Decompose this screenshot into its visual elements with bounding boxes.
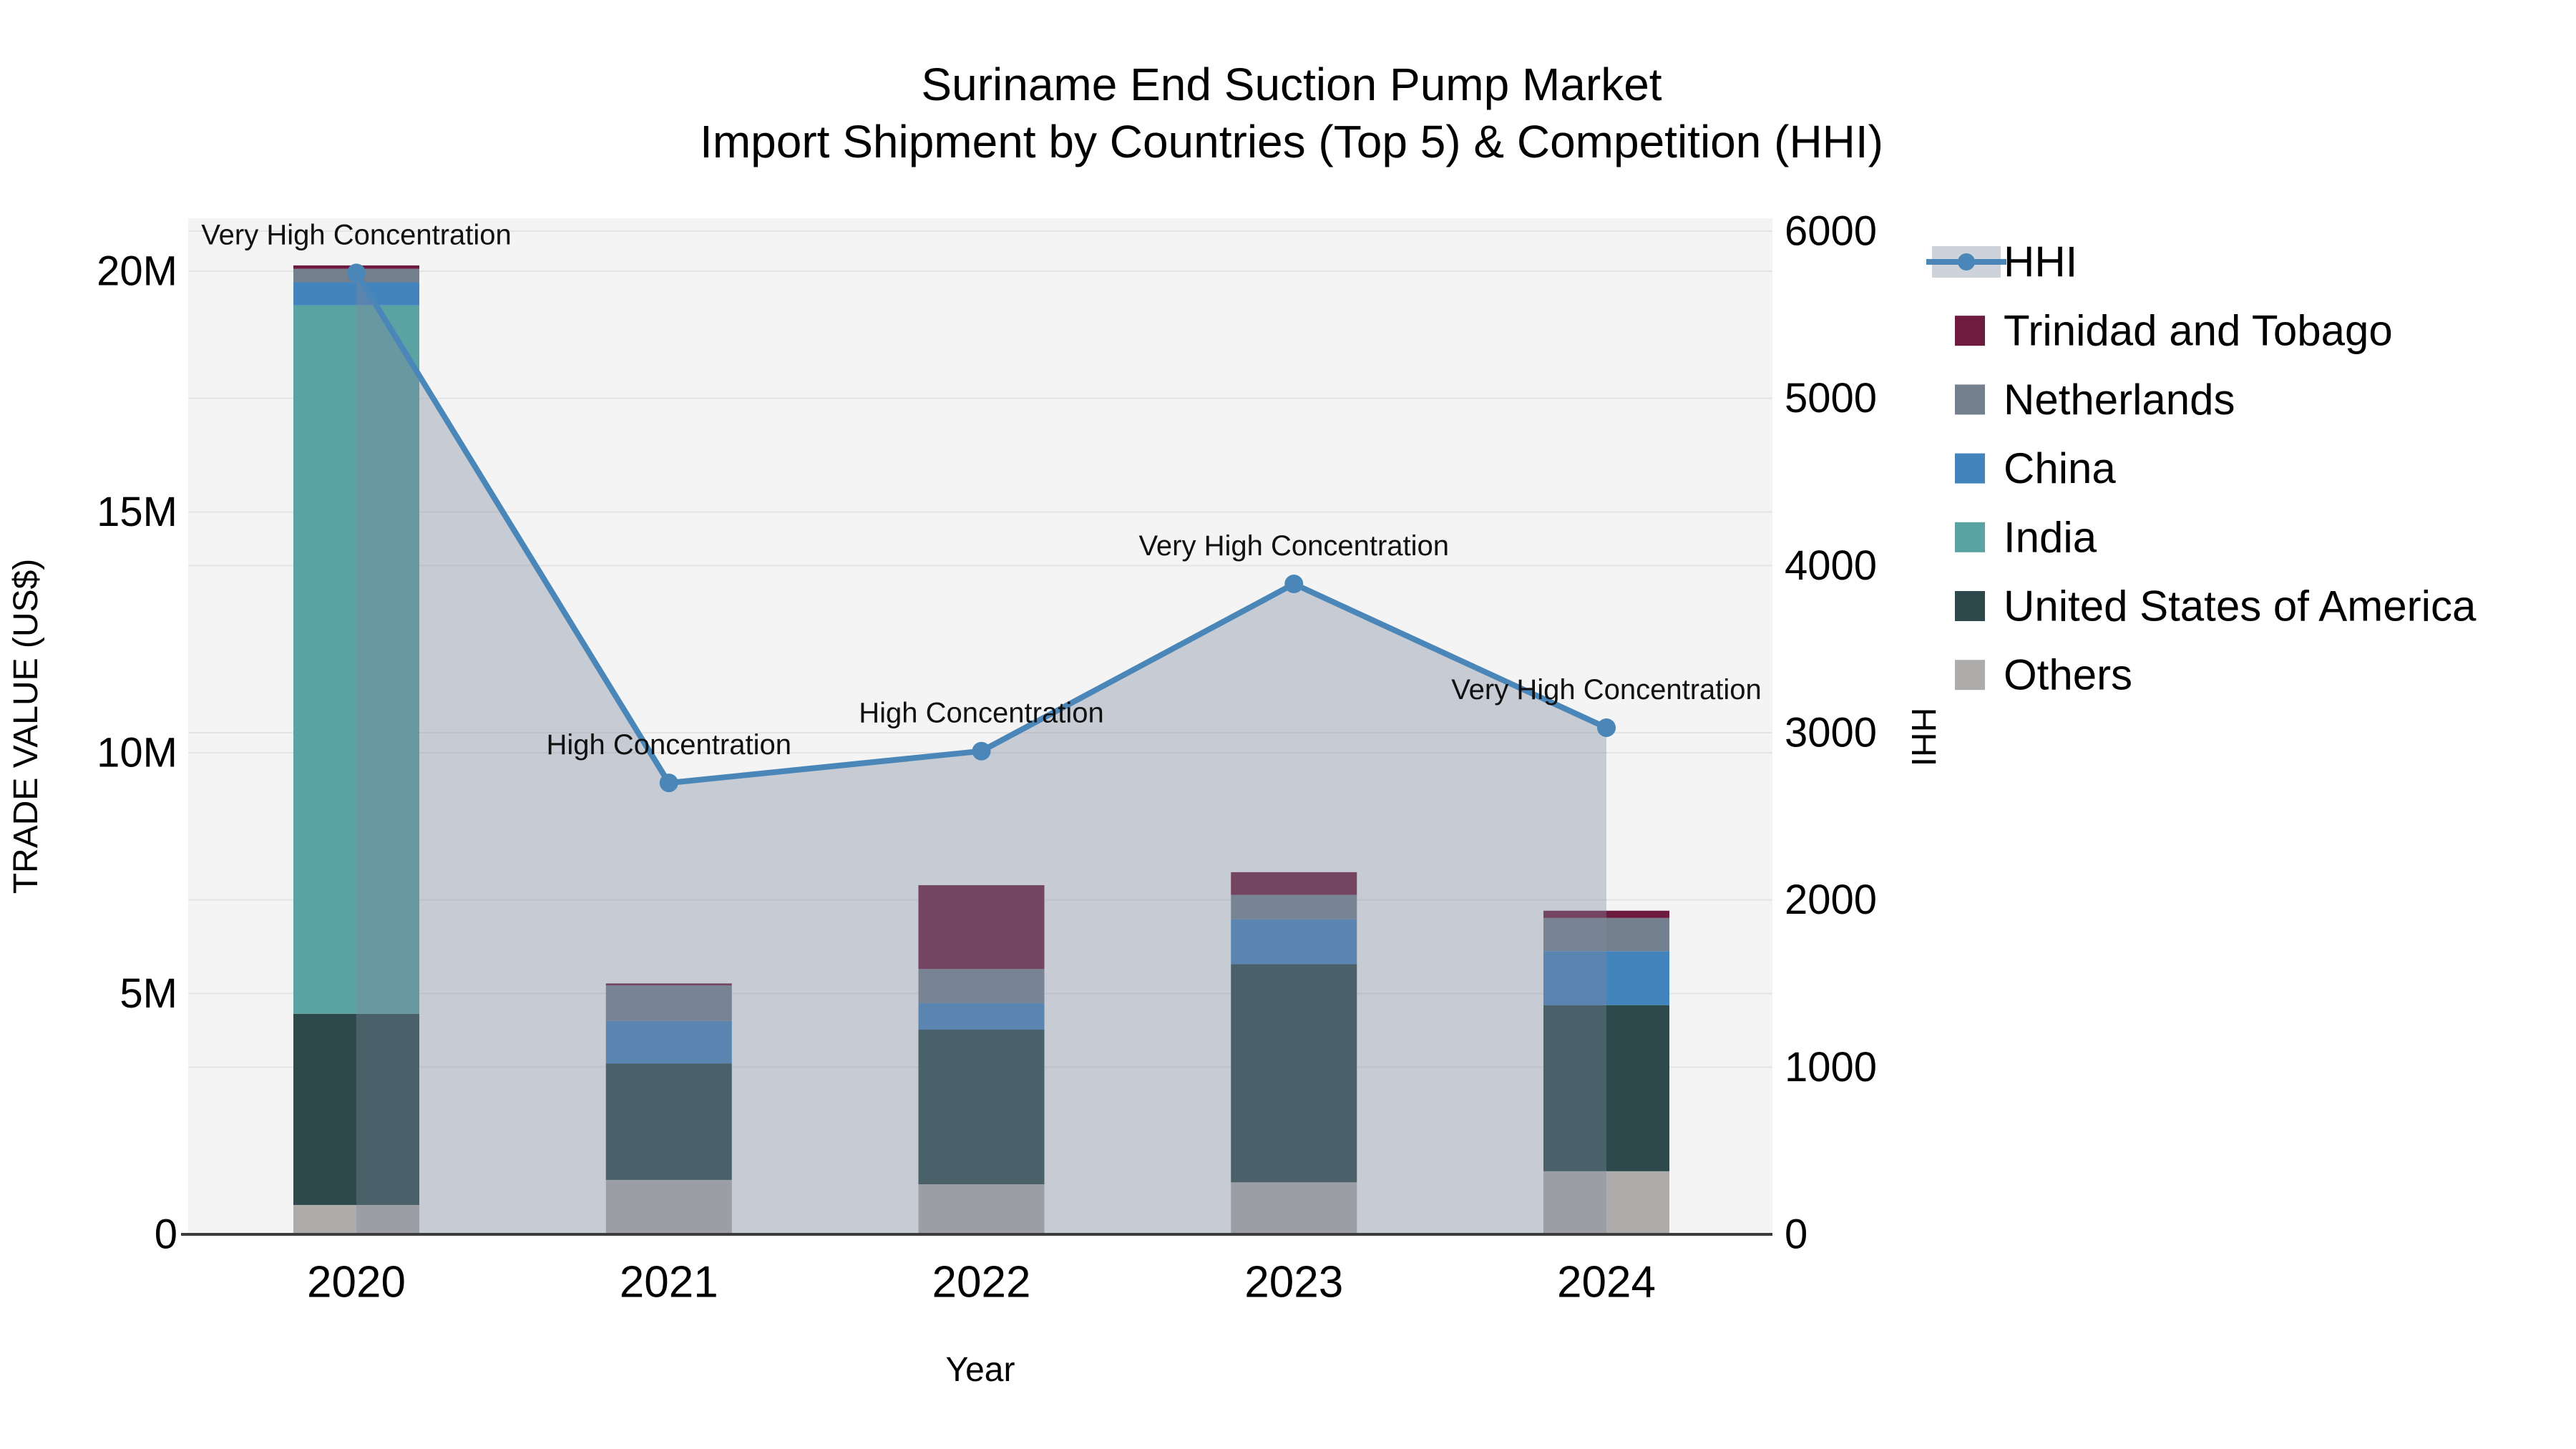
tick-left-5M: 5M <box>119 970 177 1017</box>
tick-right-0: 0 <box>1785 1211 1807 1258</box>
bar-segment-trinidad-and-tobago-2021 <box>605 983 732 986</box>
legend-label-united-states-of-america: United States of America <box>2004 582 2477 630</box>
tick-left-15M: 15M <box>97 489 177 535</box>
legend-swatch-others <box>1955 660 1985 691</box>
bar-segment-china-2024 <box>1543 951 1669 1005</box>
tick-left-10M: 10M <box>97 730 177 776</box>
bar-segment-others-2022 <box>918 1184 1045 1234</box>
bar-segment-china-2020 <box>293 282 419 306</box>
hhi-marker-2024 <box>1597 718 1616 737</box>
bar-segment-others-2021 <box>605 1179 732 1234</box>
tick-year-2021: 2021 <box>620 1258 718 1307</box>
bar-segment-china-2021 <box>605 1020 732 1064</box>
bar-segment-trinidad-and-tobago-2023 <box>1231 872 1357 895</box>
legend-swatch-united-states-of-america <box>1955 591 1985 621</box>
tick-left-20M: 20M <box>97 248 177 295</box>
tick-right-6000: 6000 <box>1785 208 1877 254</box>
tick-year-2020: 2020 <box>307 1258 406 1307</box>
tick-right-2000: 2000 <box>1785 877 1877 923</box>
bar-segment-others-2024 <box>1543 1171 1669 1234</box>
bar-segment-netherlands-2023 <box>1231 894 1357 919</box>
hhi-marker-2023 <box>1284 575 1304 594</box>
bar-segment-united-states-of-america-2023 <box>1231 964 1357 1183</box>
tick-right-3000: 3000 <box>1785 709 1877 756</box>
legend-label-china: China <box>2004 444 2116 492</box>
bar-segment-united-states-of-america-2021 <box>605 1063 732 1180</box>
tick-year-2022: 2022 <box>932 1258 1031 1307</box>
tick-right-4000: 4000 <box>1785 542 1877 589</box>
chart-title-line1: Suriname End Suction Pump Market <box>921 59 1662 110</box>
annotation-2021: High Concentration <box>547 729 791 761</box>
bar-segment-trinidad-and-tobago-2024 <box>1543 910 1669 918</box>
y-axis-title-right: HHI <box>1904 708 1942 767</box>
bar-segment-others-2020 <box>293 1204 419 1234</box>
legend-label-india: India <box>2004 513 2097 561</box>
annotation-2022: High Concentration <box>859 698 1103 729</box>
bar-segment-netherlands-2021 <box>605 985 732 1021</box>
annotation-2020: Very High Concentration <box>201 219 512 250</box>
bar-segment-china-2022 <box>918 1002 1045 1030</box>
bar-segment-netherlands-2024 <box>1543 917 1669 952</box>
bar-segment-united-states-of-america-2020 <box>293 1013 419 1205</box>
hhi-marker-2021 <box>659 774 678 793</box>
bar-segment-china-2023 <box>1231 919 1357 965</box>
bar-segment-india-2020 <box>293 305 419 1014</box>
tick-right-1000: 1000 <box>1785 1044 1877 1091</box>
legend-swatch-netherlands <box>1955 384 1985 415</box>
legend-label-netherlands: Netherlands <box>2004 376 2235 424</box>
y-axis-title-left: TRADE VALUE (US$) <box>7 559 45 894</box>
legend-label-hhi: HHI <box>2004 238 2077 286</box>
chart-title-line2: Import Shipment by Countries (Top 5) & C… <box>700 116 1883 167</box>
x-axis-title: Year <box>946 1351 1015 1389</box>
tick-left-0: 0 <box>155 1211 177 1258</box>
bar-segment-others-2023 <box>1231 1182 1357 1234</box>
annotation-2023: Very High Concentration <box>1138 530 1449 562</box>
bar-segment-united-states-of-america-2022 <box>918 1029 1045 1185</box>
annotation-2024: Very High Concentration <box>1451 674 1762 706</box>
legend-label-others: Others <box>2004 651 2132 699</box>
hhi-marker-2022 <box>972 741 991 761</box>
tick-right-5000: 5000 <box>1785 375 1877 421</box>
bar-segment-united-states-of-america-2024 <box>1543 1005 1669 1171</box>
hhi-marker-2020 <box>347 263 366 283</box>
legend-swatch-india <box>1955 522 1985 552</box>
bar-segment-trinidad-and-tobago-2022 <box>918 885 1045 970</box>
legend-label-trinidad-and-tobago: Trinidad and Tobago <box>2004 307 2393 355</box>
bar-segment-netherlands-2022 <box>918 969 1045 1003</box>
tick-year-2023: 2023 <box>1244 1258 1343 1307</box>
legend-swatch-china <box>1955 453 1985 484</box>
legend-swatch-trinidad-and-tobago <box>1955 316 1985 346</box>
x-axis-line <box>181 1233 1772 1236</box>
tick-year-2024: 2024 <box>1557 1258 1656 1307</box>
legend-hhi-marker <box>1958 253 1975 270</box>
